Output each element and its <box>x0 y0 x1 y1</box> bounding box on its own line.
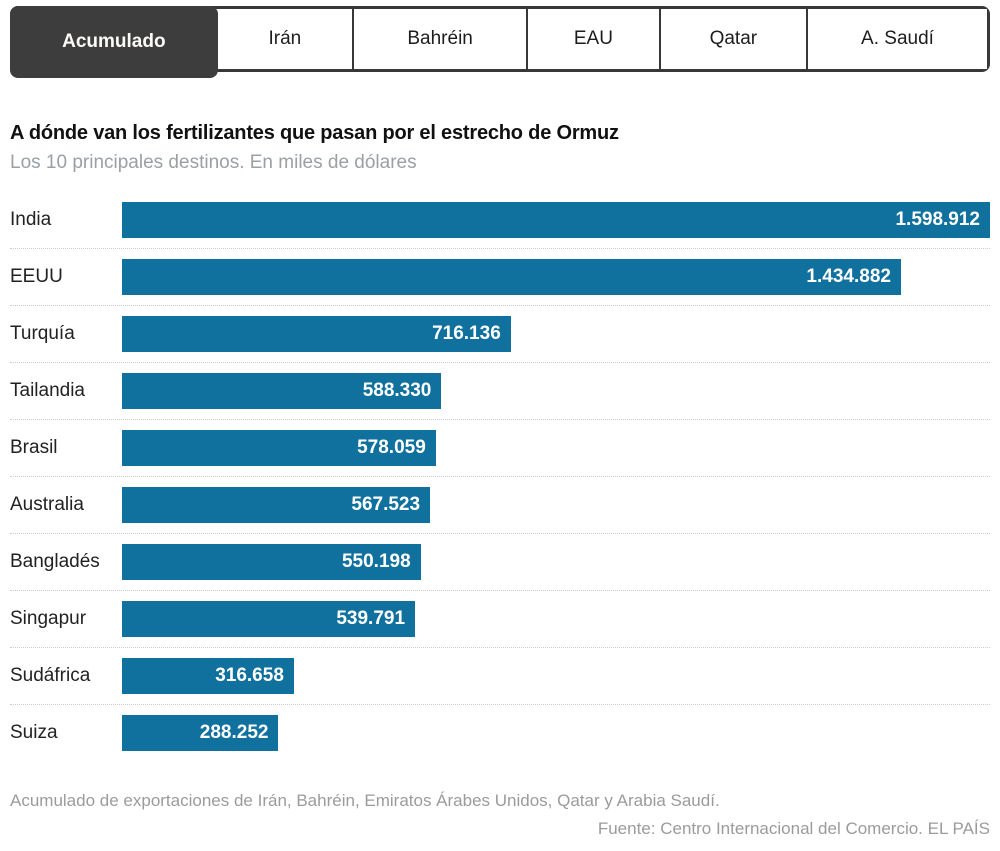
chart-footer: Acumulado de exportaciones de Irán, Bahr… <box>10 791 990 839</box>
bar-value-label: 716.136 <box>432 323 501 344</box>
bar-row: Sudáfrica 316.658 <box>10 648 990 705</box>
bar-category-label: Sudáfrica <box>10 665 91 686</box>
bar-category-label: India <box>10 209 52 230</box>
bar-track: 1.598.912 <box>122 202 990 238</box>
bar-category-label: Singapur <box>10 608 87 629</box>
bar-row: Bangladés 550.198 <box>10 534 990 591</box>
tab-label: Qatar <box>709 28 758 49</box>
bar: 1.434.882 <box>122 259 901 295</box>
bar-chart: India 1.598.912 EEUU 1.434.882 Turquía 7… <box>10 192 990 761</box>
bar-row: EEUU 1.434.882 <box>10 249 990 306</box>
bar-track: 716.136 <box>122 316 990 352</box>
bar-value-label: 578.059 <box>357 437 426 458</box>
bar: 288.252 <box>122 715 279 751</box>
bar-value-label: 550.198 <box>341 551 411 572</box>
bar-track: 567.523 <box>122 487 990 523</box>
tab-eau[interactable]: EAU <box>526 9 659 69</box>
bar-category-label: Suiza <box>10 722 58 743</box>
tab-label: Irán <box>268 28 302 49</box>
country-tabbar: Acumulado Irán Bahréin EAU Qatar A. Saud… <box>10 6 990 78</box>
bar-row: India 1.598.912 <box>10 192 990 249</box>
bar-category-label: Brasil <box>10 437 58 458</box>
tab-bahr-in[interactable]: Bahréin <box>352 9 527 69</box>
bar-category-label: Tailandia <box>10 380 85 401</box>
bar-track: 539.791 <box>122 601 990 637</box>
bar: 550.198 <box>122 544 421 580</box>
bar: 578.059 <box>122 430 436 466</box>
footer-note: Acumulado de exportaciones de Irán, Bahr… <box>10 791 720 810</box>
bar-row: Suiza 288.252 <box>10 705 990 761</box>
bar: 539.791 <box>122 601 416 637</box>
tab-label: EAU <box>573 28 613 49</box>
tab-acumulado[interactable]: Acumulado <box>10 6 218 78</box>
tab-ir-n[interactable]: Irán <box>217 9 353 69</box>
bar-track: 1.434.882 <box>122 259 990 295</box>
tab-label: A. Saudí <box>861 28 934 49</box>
bar-row: Singapur 539.791 <box>10 591 990 648</box>
bar-category-label: Turquía <box>10 323 75 344</box>
tab-label: Acumulado <box>62 31 166 52</box>
bar-value-label: 567.523 <box>351 494 421 515</box>
tab-label: Bahréin <box>407 28 473 49</box>
headline: A dónde van los fertilizantes que pasan … <box>10 122 990 174</box>
tab-a-saud[interactable]: A. Saudí <box>806 9 987 69</box>
bar-value-label: 539.791 <box>336 608 406 629</box>
footer-source: Fuente: Centro Internacional del Comerci… <box>597 819 990 838</box>
bar-track: 578.059 <box>122 430 990 466</box>
bar: 716.136 <box>122 316 511 352</box>
bar-value-label: 588.330 <box>362 380 432 401</box>
bar-value-label: 1.434.882 <box>806 266 891 287</box>
bar-category-label: EEUU <box>10 266 63 287</box>
bar-row: Australia 567.523 <box>10 477 990 534</box>
bar: 567.523 <box>122 487 431 523</box>
bar-row: Tailandia 588.330 <box>10 363 990 420</box>
bar-category-label: Australia <box>10 494 84 515</box>
bar: 1.598.912 <box>122 202 990 238</box>
bar-category-label: Bangladés <box>10 551 100 572</box>
bar-track: 288.252 <box>122 715 990 751</box>
tab-qatar[interactable]: Qatar <box>658 9 807 69</box>
bar-track: 588.330 <box>122 373 990 409</box>
chart-title: A dónde van los fertilizantes que pasan … <box>10 122 619 144</box>
bar-row: Brasil 578.059 <box>10 420 990 477</box>
bar-value-label: 316.658 <box>215 665 284 686</box>
bar-row: Turquía 716.136 <box>10 306 990 363</box>
bar: 316.658 <box>122 658 294 694</box>
bar-value-label: 288.252 <box>199 722 269 743</box>
bar-value-label: 1.598.912 <box>895 209 980 230</box>
chart-subtitle: Los 10 principales destinos. En miles de… <box>10 152 417 173</box>
bar-track: 316.658 <box>122 658 990 694</box>
bar-track: 550.198 <box>122 544 990 580</box>
bar: 588.330 <box>122 373 442 409</box>
